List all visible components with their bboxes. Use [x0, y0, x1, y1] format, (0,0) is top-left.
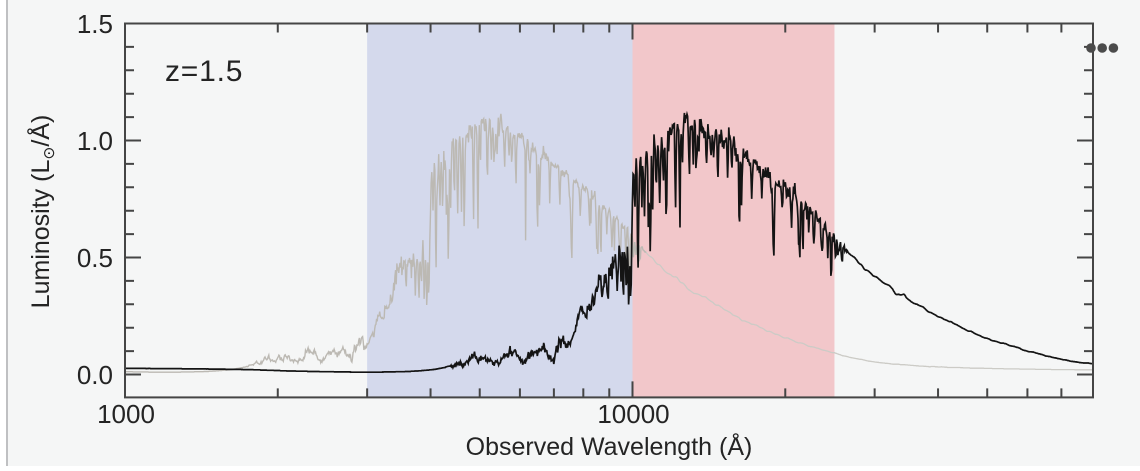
- axis-ticks: [125, 23, 1093, 398]
- y-tick-label-0.5: 0.5: [77, 243, 113, 273]
- x-axis-title: Observed Wavelength (Å): [466, 431, 753, 461]
- spectrum-figure: 1000 10000 0.0 0.5 1.0 1.5 Observed Waveleng…: [25, 9, 1119, 461]
- band-optical-window: [367, 23, 633, 398]
- axes-frame-and-ticks: [124, 22, 1094, 399]
- overflow-menu-button[interactable]: [1086, 43, 1119, 53]
- y-tick-label-1.0: 1.0: [77, 126, 113, 156]
- observed-spectrum-line: [126, 110, 1092, 374]
- y-tick-label-1.5: 1.5: [77, 9, 113, 39]
- y-tick-label-0.0: 0.0: [77, 360, 113, 390]
- ellipsis-dot: [1097, 43, 1107, 53]
- y-axis-title: Luminosity (L⊙/Å): [25, 115, 58, 309]
- y-tick-labels: 0.0 0.5 1.0 1.5: [77, 9, 113, 390]
- y-axis-title-suffix: /Å): [25, 115, 55, 147]
- y-axis-title-prefix: Luminosity (L: [27, 160, 55, 309]
- rest-frame-spectrum-line: [126, 113, 647, 373]
- x-tick-label-10000: 10000: [597, 399, 669, 429]
- x-tick-label-1000: 1000: [97, 399, 155, 429]
- x-tick-labels: 1000 10000: [97, 399, 670, 429]
- redshift-annotation: z=1.5: [165, 55, 243, 88]
- ellipsis-dot: [1108, 43, 1119, 53]
- sed-model-tail-line: [642, 249, 1092, 371]
- figure-card: 1000 10000 0.0 0.5 1.0 1.5 Observed Waveleng…: [6, 0, 1140, 466]
- spectra-curves: [126, 110, 1092, 374]
- ellipsis-dot: [1086, 43, 1096, 53]
- sun-symbol: ⊙: [41, 147, 58, 160]
